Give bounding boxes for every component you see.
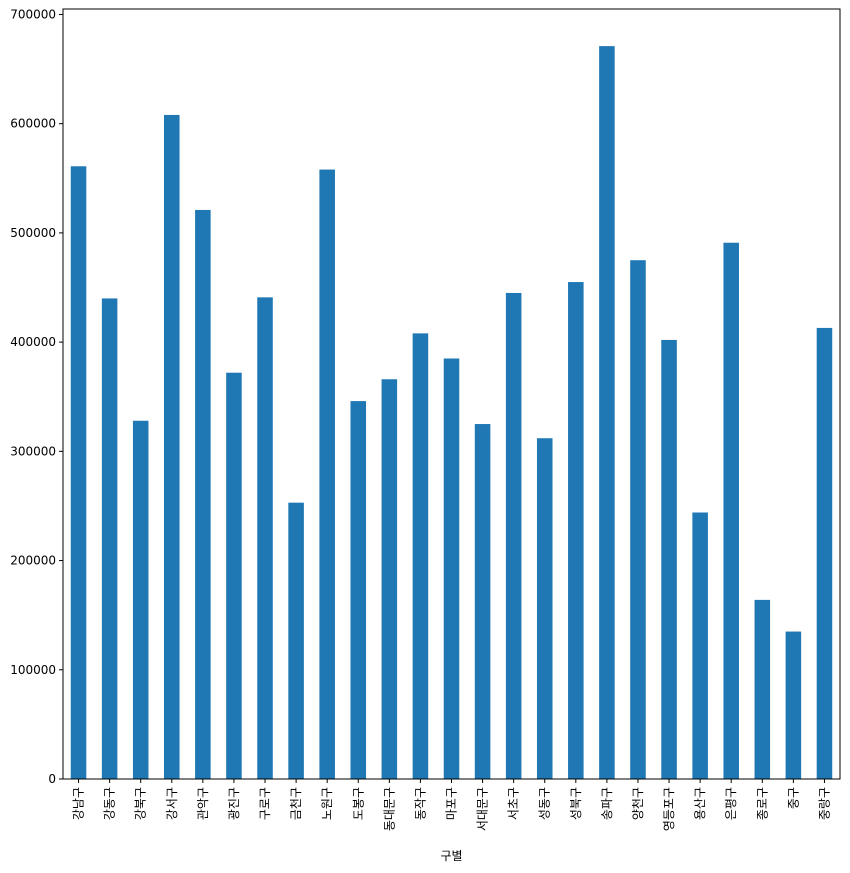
bar-중구 bbox=[785, 631, 802, 779]
bar-광진구 bbox=[226, 372, 242, 779]
bar-마포구 bbox=[443, 358, 460, 779]
y-tick-label: 300000 bbox=[10, 444, 56, 458]
x-tick-label: 용산구 bbox=[693, 787, 707, 820]
bar-관악구 bbox=[195, 209, 211, 779]
x-tick-label: 성동구 bbox=[538, 787, 552, 820]
y-tick-label: 100000 bbox=[10, 663, 56, 677]
y-tick-label: 0 bbox=[48, 772, 56, 786]
bar-양천구 bbox=[630, 260, 646, 780]
x-tick-label: 중구 bbox=[786, 787, 800, 809]
bar-영등포구 bbox=[661, 339, 677, 779]
x-tick-label: 중랑구 bbox=[817, 787, 831, 820]
y-axis: 0 100000 200000 300000 400000 500000 600000 700… bbox=[10, 7, 63, 786]
x-tick-label: 구로구 bbox=[258, 787, 272, 820]
bar-서초구 bbox=[505, 292, 522, 779]
bar-금천구 bbox=[288, 502, 304, 779]
y-tick-label: 200000 bbox=[10, 554, 56, 568]
bar-용산구 bbox=[692, 512, 708, 779]
bar-노원구 bbox=[319, 169, 335, 780]
bar-성동구 bbox=[536, 438, 553, 779]
bar-강동구 bbox=[101, 298, 118, 779]
x-tick-label: 관악구 bbox=[196, 787, 210, 820]
x-tick-label: 도봉구 bbox=[351, 787, 365, 820]
x-tick-label: 동작구 bbox=[413, 787, 427, 820]
bar-은평구 bbox=[723, 242, 739, 780]
x-tick-label: 강북구 bbox=[134, 787, 148, 820]
bar-동대문구 bbox=[381, 379, 398, 779]
x-tick-label: 강서구 bbox=[165, 787, 179, 820]
x-tick-label: 영등포구 bbox=[662, 787, 676, 831]
x-tick-label: 강동구 bbox=[103, 787, 117, 820]
x-tick-label: 광진구 bbox=[227, 787, 241, 820]
bar-강북구 bbox=[132, 420, 149, 779]
bar-강남구 bbox=[70, 166, 87, 779]
bar-동작구 bbox=[412, 333, 429, 779]
bar-강서구 bbox=[164, 114, 180, 779]
y-tick-label: 400000 bbox=[10, 335, 56, 349]
x-tick-label: 서대문구 bbox=[476, 787, 490, 831]
bar-중랑구 bbox=[816, 327, 833, 779]
x-tick-label: 동대문구 bbox=[382, 787, 396, 831]
x-tick-label: 마포구 bbox=[445, 787, 459, 820]
x-tick-label: 서초구 bbox=[507, 787, 521, 820]
x-tick-label: 노원구 bbox=[320, 787, 334, 820]
bar-성북구 bbox=[568, 282, 584, 779]
x-tick-label: 성북구 bbox=[569, 787, 583, 820]
x-axis-label: 구별 bbox=[440, 849, 462, 863]
x-tick-label: 금천구 bbox=[288, 787, 303, 820]
x-tick-label: 은평구 bbox=[724, 787, 738, 820]
bar-구로구 bbox=[257, 297, 273, 779]
y-tick-label: 500000 bbox=[10, 226, 56, 240]
x-tick-label: 송파구 bbox=[600, 787, 614, 820]
x-tick-label: 강남구 bbox=[72, 787, 86, 820]
y-tick-label: 600000 bbox=[10, 117, 56, 131]
bars-group bbox=[70, 46, 833, 780]
y-tick-label: 700000 bbox=[10, 7, 56, 21]
x-tick-label: 종로구 bbox=[755, 787, 769, 820]
bar-송파구 bbox=[599, 46, 615, 779]
bar-종로구 bbox=[754, 599, 771, 779]
bar-서대문구 bbox=[474, 424, 491, 779]
x-axis: 강남구 강동구 강북구 강서구 관악구 광진구 구로구 금천구 노원구 도봉구 동대문구 동작구 마포구… bbox=[72, 779, 831, 831]
bar-도봉구 bbox=[350, 401, 367, 779]
x-tick-label: 양천구 bbox=[630, 787, 645, 820]
